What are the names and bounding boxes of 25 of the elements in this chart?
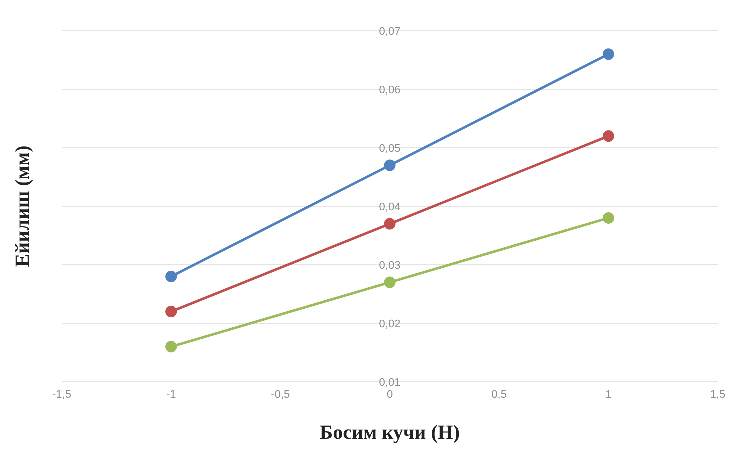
point — [166, 341, 178, 353]
point — [384, 218, 396, 230]
y-tick-label: 0,02 — [379, 318, 401, 330]
x-tick-label: 0,5 — [492, 388, 507, 401]
y-tick-label: 0,05 — [379, 143, 401, 155]
point — [166, 306, 178, 318]
y-tick-label: 0,01 — [379, 377, 401, 389]
y-tick-label: 0,07 — [379, 26, 401, 38]
x-tick-label: -1,5 — [52, 388, 72, 401]
point — [602, 212, 614, 224]
x-tick-label: 1,5 — [710, 388, 726, 401]
point — [384, 276, 396, 288]
y-tick-label: 0,04 — [379, 202, 401, 214]
point — [602, 130, 614, 142]
y-axis-title: Ейилиш (мм) — [12, 146, 34, 268]
point — [602, 48, 614, 60]
x-tick-label: 0 — [386, 388, 394, 401]
y-tick-label: 0,03 — [379, 260, 401, 272]
x-tick-label: -1 — [166, 388, 176, 401]
x-tick-label: -0,5 — [271, 388, 290, 401]
point — [166, 270, 178, 282]
x-axis-title: Босим кучи (Н) — [320, 422, 460, 444]
y-tick-label: 0,06 — [379, 84, 401, 96]
x-tick-label: 1 — [606, 388, 612, 401]
point — [384, 160, 396, 172]
